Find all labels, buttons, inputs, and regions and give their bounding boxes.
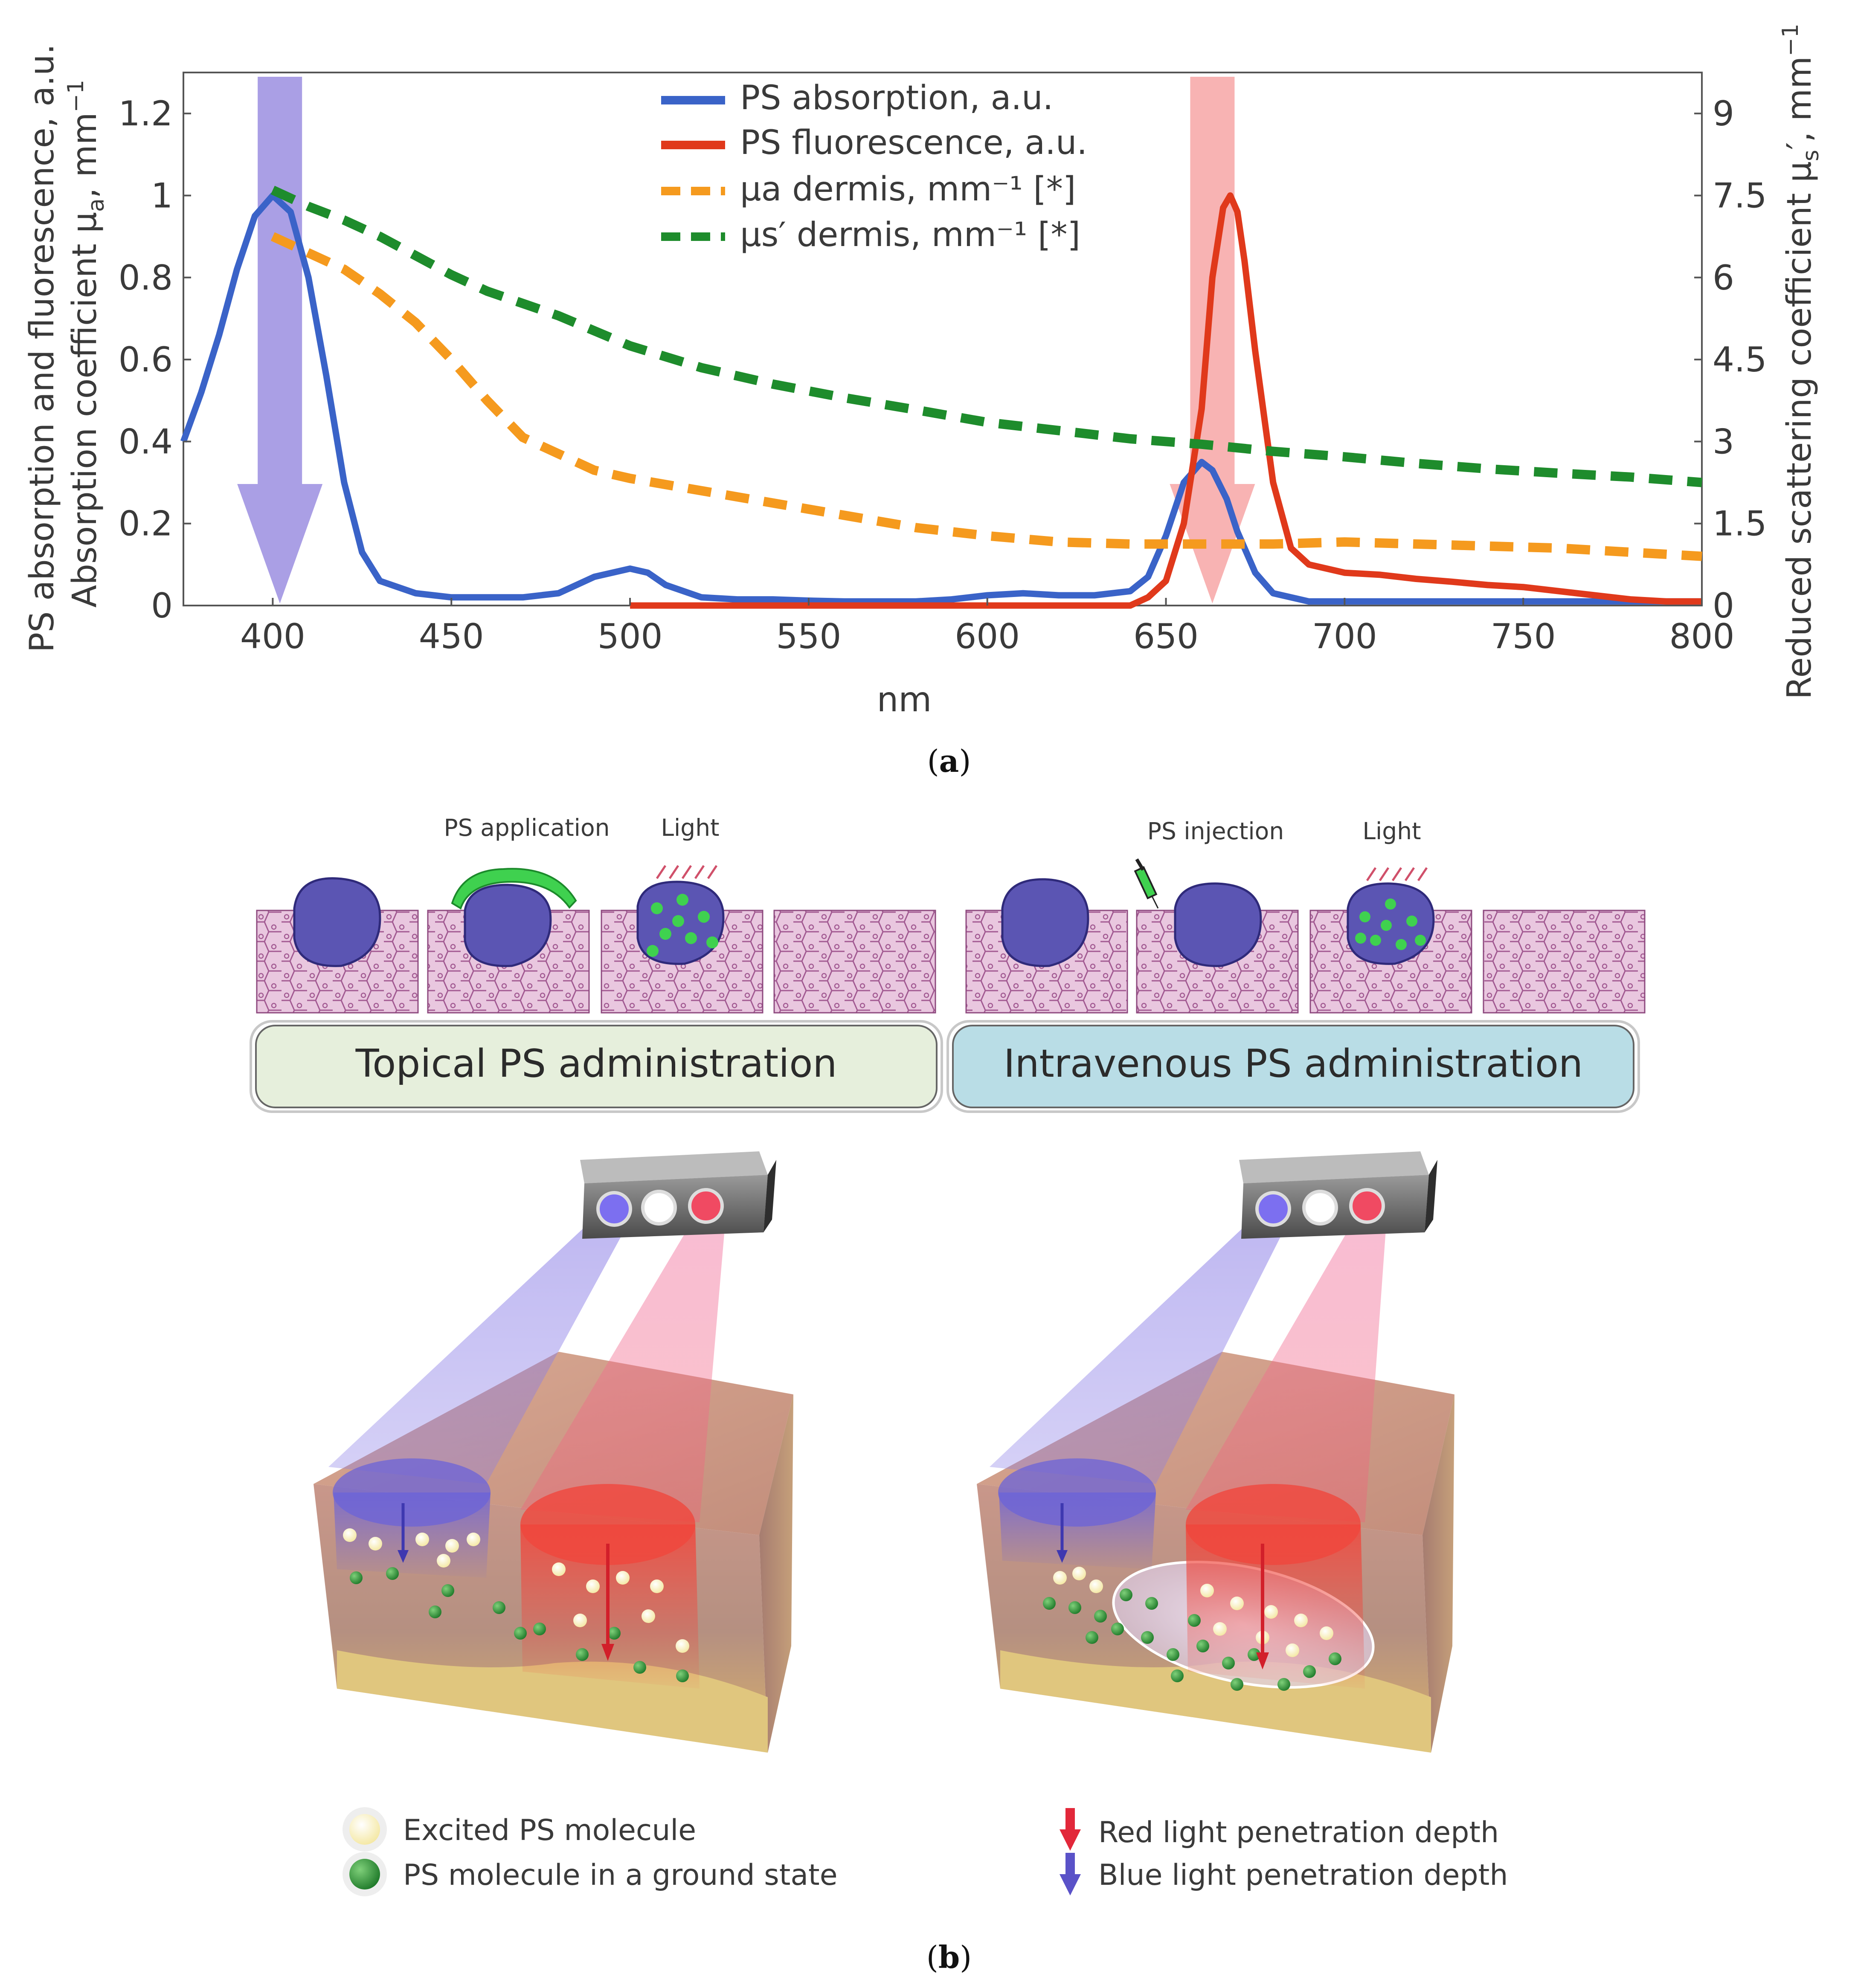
light-rays-icon bbox=[656, 865, 718, 879]
ps-application-film bbox=[451, 868, 577, 910]
y-left-axis-label-line1: PS absorption and fluorescence, a.u. bbox=[23, 44, 61, 652]
x-axis-label: nm bbox=[877, 680, 932, 719]
topical-step-ps-label: PS application bbox=[444, 814, 610, 841]
topical-tissue-illustration bbox=[314, 1151, 793, 1753]
red-light-beam bbox=[1186, 1220, 1386, 1522]
panel-a-caption: (a) bbox=[927, 743, 971, 779]
tumor-2 bbox=[464, 884, 552, 967]
illustration-legend: Excited PS molecule PS molecule in a gro… bbox=[343, 1807, 1508, 1896]
series-line-mus-dermis bbox=[270, 185, 1702, 487]
series-line-absorption bbox=[180, 192, 1702, 605]
legend-label-mua: μa dermis, mm⁻¹ [*] bbox=[740, 170, 1076, 209]
y-tick-label: 0 bbox=[151, 586, 173, 626]
intravenous-step-light-label: Light bbox=[1362, 817, 1421, 845]
y2-tick-label: 0 bbox=[1713, 586, 1734, 626]
tumor-6 bbox=[1174, 882, 1262, 967]
topical-title-box: Topical PS administration bbox=[250, 1020, 943, 1113]
x-axis-ticks: 400 450 500 550 600 650 700 750 800 bbox=[240, 598, 1734, 656]
ps-molecules-topical bbox=[343, 1528, 689, 1682]
y-tick-label: 0.2 bbox=[119, 504, 173, 544]
blue-light-beam bbox=[990, 1215, 1288, 1484]
red-light-beam bbox=[520, 1220, 725, 1522]
light-source-device-icon bbox=[580, 1151, 776, 1239]
y2-tick-label: 4.5 bbox=[1713, 340, 1767, 380]
tumor-7-with-ps bbox=[1347, 882, 1435, 965]
light-rays-icon bbox=[1366, 867, 1428, 881]
x-tick-label: 750 bbox=[1491, 617, 1556, 656]
series-line-fluorescence bbox=[630, 192, 1702, 609]
red-penetration-zone bbox=[1186, 1524, 1365, 1689]
intravenous-title-box: Intravenous PS administration bbox=[946, 1020, 1640, 1113]
blue-penetration-zone bbox=[334, 1492, 491, 1578]
legend-ground-label: PS molecule in a ground state bbox=[403, 1858, 838, 1892]
x-tick-label: 400 bbox=[240, 617, 305, 656]
intravenous-step-ps-label: PS injection bbox=[1147, 817, 1284, 845]
legend-blue-depth-label: Blue light penetration depth bbox=[1098, 1858, 1508, 1892]
y-right-axis-label: Reduced scattering coefficient μs′, mm−1 bbox=[1778, 23, 1824, 699]
tumor-3-with-ps bbox=[636, 881, 725, 965]
y-tick-label: 0.8 bbox=[119, 258, 173, 298]
x-tick-label: 500 bbox=[598, 617, 663, 656]
x-tick-label: 800 bbox=[1669, 617, 1735, 656]
series-line-mua-dermis bbox=[270, 232, 1702, 561]
red-penetration-zone bbox=[520, 1524, 700, 1689]
topical-steps-strip: PS application Light bbox=[256, 814, 936, 1014]
x-tick-label: 550 bbox=[776, 617, 842, 656]
tissue-side-face bbox=[759, 1394, 793, 1753]
intravenous-title: Intravenous PS administration bbox=[1004, 1041, 1583, 1086]
y2-tick-label: 1.5 bbox=[1713, 504, 1767, 544]
chart-legend: PS absorption, a.u. PS fluorescence, a.u… bbox=[661, 79, 1087, 254]
ps-molecules-intravenous bbox=[1043, 1567, 1341, 1691]
y-tick-label: 0.4 bbox=[119, 422, 173, 461]
x-tick-label: 600 bbox=[955, 617, 1020, 656]
blue-arrow-icon bbox=[1060, 1853, 1081, 1895]
y2-tick-label: 6 bbox=[1713, 258, 1734, 298]
syringe-icon bbox=[1134, 858, 1159, 909]
tumor-1 bbox=[293, 877, 381, 967]
tissue-side-face bbox=[1422, 1394, 1454, 1753]
topical-step-light-label: Light bbox=[661, 814, 719, 841]
legend-label-absorption: PS absorption, a.u. bbox=[740, 79, 1053, 117]
skin-tile-4 bbox=[773, 910, 936, 1014]
ground-ps-molecule-icon bbox=[343, 1852, 387, 1896]
red-arrow-icon bbox=[1060, 1808, 1081, 1851]
panel-b-caption: (b) bbox=[926, 1939, 972, 1975]
x-tick-label: 450 bbox=[419, 617, 484, 656]
y2-tick-label: 3 bbox=[1713, 422, 1734, 461]
excited-ps-molecule-icon bbox=[343, 1807, 387, 1852]
y-tick-label: 0.6 bbox=[119, 340, 173, 380]
skin-tile-8 bbox=[1483, 910, 1646, 1014]
legend-excited-label: Excited PS molecule bbox=[403, 1814, 696, 1847]
y-left-axis-ticks: 0 0.2 0.4 0.6 0.8 1 1.2 bbox=[119, 94, 191, 626]
blue-light-beam bbox=[328, 1215, 629, 1484]
y-tick-label: 1.2 bbox=[119, 94, 173, 133]
topical-title: Topical PS administration bbox=[355, 1041, 837, 1086]
legend-red-depth-label: Red light penetration depth bbox=[1098, 1816, 1499, 1849]
y-left-axis-label-line2: Absorption coefficient μa, mm−1 bbox=[63, 80, 109, 608]
y2-tick-label: 7.5 bbox=[1713, 176, 1767, 215]
series-lines bbox=[180, 185, 1702, 609]
y-right-axis-ticks: 0 1.5 3 4.5 6 7.5 9 bbox=[1694, 94, 1767, 626]
x-tick-label: 700 bbox=[1312, 617, 1377, 656]
y2-tick-label: 9 bbox=[1713, 94, 1734, 133]
x-tick-label: 650 bbox=[1133, 617, 1199, 656]
spectra-chart: 400 450 500 550 600 650 700 750 800 0 0.2 0.4 0.6 0.… bbox=[23, 23, 1824, 719]
blue-penetration-zone bbox=[999, 1492, 1156, 1569]
y-tick-label: 1 bbox=[151, 176, 173, 215]
tumor-5 bbox=[1001, 878, 1089, 967]
intravenous-tissue-illustration bbox=[977, 1151, 1454, 1753]
legend-label-mus: μs′ dermis, mm⁻¹ [*] bbox=[740, 216, 1080, 254]
light-source-device-icon bbox=[1239, 1151, 1437, 1239]
legend-label-fluorescence: PS fluorescence, a.u. bbox=[740, 124, 1087, 162]
intravenous-steps-strip: PS injection Light bbox=[965, 817, 1646, 1014]
